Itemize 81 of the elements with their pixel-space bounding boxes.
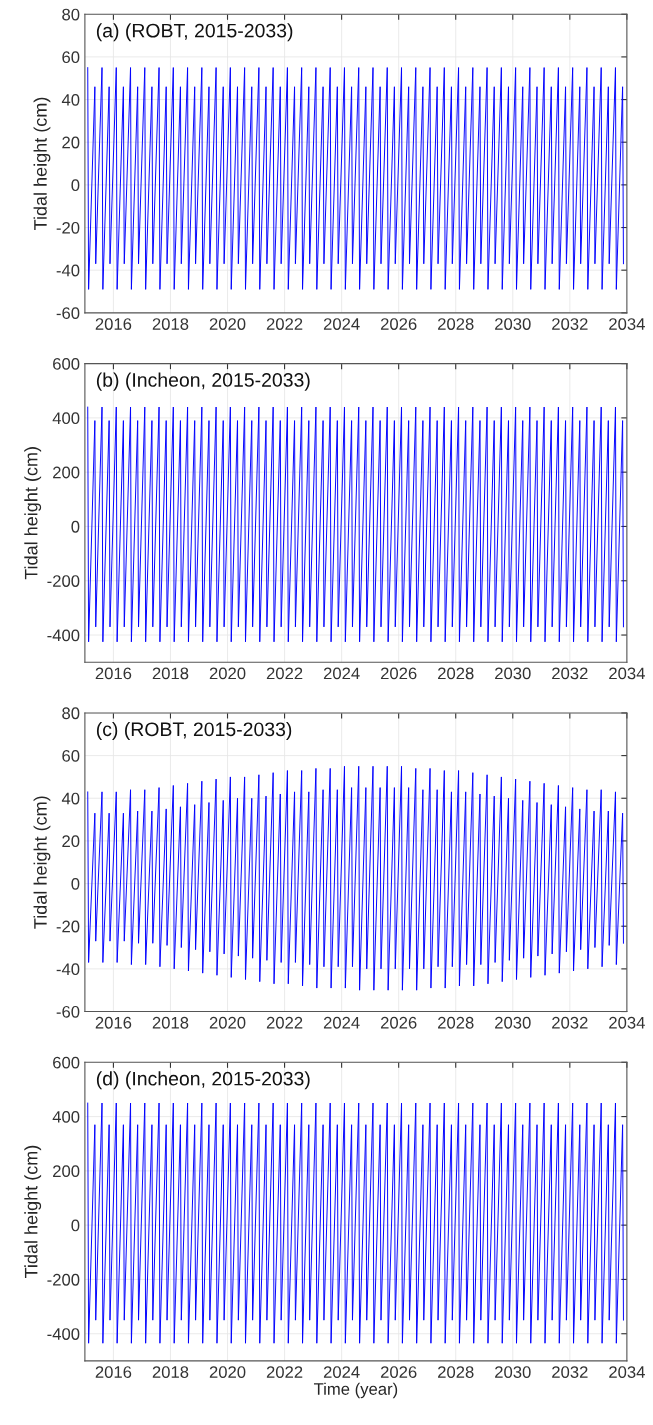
chart-title: (b) (Incheon, 2015-2033) [96, 372, 310, 391]
y-tick-label: -400 [47, 629, 80, 642]
y-tick-label: 600 [53, 1056, 80, 1069]
y-tick-label: 400 [52, 412, 80, 425]
line-series [87, 406, 624, 643]
x-tick-label: 2032 [552, 1016, 588, 1029]
y-tick-label: 0 [71, 877, 80, 890]
y-tick-label: 80 [62, 8, 80, 21]
line-series [87, 765, 624, 991]
x-tick-label: 2020 [209, 318, 246, 330]
x-tick-label: 2026 [380, 1366, 417, 1378]
x-tick-label: 2016 [95, 667, 132, 680]
y-tick-label: -20 [56, 920, 80, 933]
y-tick-label: 0 [71, 179, 80, 192]
x-tick-label: 2032 [552, 667, 588, 680]
x-tick-label: 2028 [438, 1366, 474, 1378]
x-tick-label: 2030 [495, 1016, 531, 1029]
x-tick-label: 2030 [495, 667, 531, 680]
x-tick-label: 2026 [380, 667, 417, 680]
x-tick-label: 2028 [438, 1016, 474, 1029]
x-tick-label: 2018 [152, 1016, 189, 1029]
x-tick-label: 2024 [323, 1366, 360, 1378]
x-tick-label: 2034 [609, 667, 645, 680]
x-tick-label: 2032 [552, 1366, 588, 1378]
y-tick-label: 60 [62, 51, 80, 64]
y-tick-label: -60 [56, 307, 80, 320]
x-tick-label: 2028 [438, 667, 474, 680]
x-tick-label: 2020 [209, 1366, 246, 1378]
x-tick-label: 2024 [323, 318, 360, 330]
x-tick-label: 2034 [609, 1016, 645, 1029]
y-tick-label: 0 [71, 1219, 80, 1232]
x-tick-label: 2030 [495, 318, 531, 330]
x-tick-label: 2018 [152, 318, 189, 330]
y-tick-label: -400 [47, 1328, 80, 1340]
x-tick-label: 2030 [495, 1366, 531, 1378]
y-tick-label: 80 [62, 707, 80, 720]
x-tick-label: 2024 [323, 667, 360, 680]
x-tick-label: 2032 [552, 318, 588, 330]
line-series [87, 67, 624, 290]
y-tick-label: 40 [61, 93, 80, 106]
y-axis-title: Tidal height (cm) [33, 796, 51, 929]
x-tick-label: 2016 [95, 1366, 132, 1378]
y-tick-label: 20 [62, 835, 80, 848]
y-tick-label: 200 [53, 466, 80, 479]
y-tick-label: 0 [71, 520, 80, 533]
y-tick-label: -40 [56, 963, 80, 976]
x-tick-label: 2022 [266, 1016, 303, 1029]
line-series [87, 1102, 624, 1344]
y-axis-title: Tidal height (cm) [24, 447, 42, 580]
x-axis-title: Time (year) [313, 1382, 398, 1399]
x-tick-label: 2022 [266, 667, 303, 680]
x-tick-label: 2020 [209, 667, 246, 680]
y-tick-label: -60 [56, 1005, 80, 1018]
y-axis-title: Tidal height (cm) [24, 1145, 42, 1279]
x-tick-label: 2016 [95, 318, 132, 330]
x-tick-label: 2034 [609, 1366, 645, 1378]
y-tick-label: 40 [61, 792, 80, 805]
x-tick-label: 2026 [380, 318, 417, 330]
chart-title: (c) (ROBT, 2015-2033) [96, 721, 292, 741]
y-tick-label: 400 [52, 1110, 80, 1123]
x-tick-label: 2022 [266, 1366, 303, 1378]
y-tick-label: -20 [56, 221, 80, 234]
y-tick-label: 60 [62, 750, 80, 762]
chart-title: (d) (Incheon, 2015-2033) [96, 1071, 310, 1090]
x-tick-label: 2028 [438, 318, 474, 330]
x-tick-label: 2022 [266, 318, 303, 330]
y-tick-label: -40 [56, 264, 80, 277]
x-tick-label: 2024 [323, 1016, 360, 1029]
y-axis-title: Tidal height (cm) [33, 97, 51, 231]
x-tick-label: 2034 [609, 318, 645, 330]
y-tick-label: -200 [47, 575, 80, 587]
y-tick-label: 200 [53, 1165, 80, 1178]
chart-title: (a) (ROBT, 2015-2033) [96, 23, 293, 42]
x-tick-label: 2016 [95, 1016, 132, 1029]
x-tick-label: 2018 [152, 667, 189, 680]
x-tick-label: 2020 [209, 1016, 246, 1029]
x-tick-label: 2026 [380, 1016, 417, 1029]
y-tick-label: 600 [53, 358, 80, 370]
y-tick-label: -200 [47, 1273, 80, 1286]
y-tick-label: 20 [62, 136, 80, 149]
x-tick-label: 2018 [152, 1366, 189, 1378]
